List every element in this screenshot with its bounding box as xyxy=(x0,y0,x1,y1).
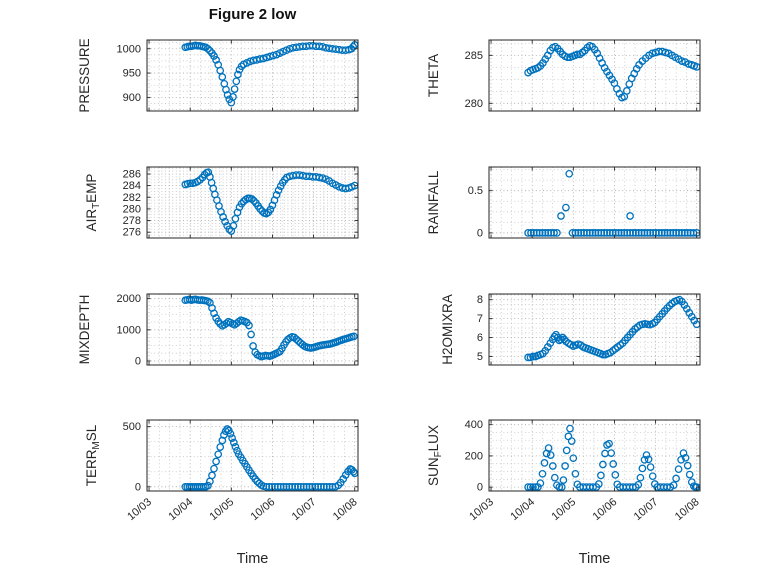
x-tick-label: 10/04 xyxy=(508,496,537,523)
subplot-svg: 10/03 10/04 10/05 10/06 10/07 10/08 0 500 TERRMS… xyxy=(84,419,360,523)
subplot-svg: 0 0.5 RAINFALL xyxy=(426,166,701,239)
y-tick-label: 500 xyxy=(123,421,141,433)
y-tick-label: 284 xyxy=(123,180,141,192)
subplot-pressure: 900 950 1000 PRESSURE xyxy=(57,28,362,123)
y-axis-label: H2OMIXRA xyxy=(440,294,455,365)
y-tick-label: 0 xyxy=(477,227,483,239)
y-tick-label: 0 xyxy=(135,355,141,367)
y-axis-label: PRESSURE xyxy=(77,38,92,112)
subplot-svg: 280 285 THETA xyxy=(426,39,701,112)
y-tick-label: 282 xyxy=(123,192,141,204)
subplot-h2omixra: 5 6 7 8 H2OMIXRA xyxy=(399,282,704,377)
x-tick-label: 10/04 xyxy=(166,496,195,523)
y-tick-label: 280 xyxy=(123,203,141,215)
y-tick-label: 200 xyxy=(465,450,483,462)
x-tick-label: 10/08 xyxy=(673,496,702,523)
xlabel-time-right: Time xyxy=(578,551,611,567)
subplot-theta: 280 285 THETA xyxy=(399,28,704,123)
subplot-air-temp: 276 278 280 282 284 286 AIRTEMP xyxy=(57,155,362,250)
xlabel-time-left: Time xyxy=(236,551,269,567)
y-axis-label: RAINFALL xyxy=(426,170,441,234)
x-tick-label: 10/08 xyxy=(331,496,360,523)
y-tick-label: 7 xyxy=(477,313,483,325)
y-tick-label: 0 xyxy=(477,482,483,494)
subplot-svg: 900 950 1000 PRESSURE xyxy=(77,38,359,113)
y-tick-label: 276 xyxy=(123,227,141,239)
y-axis-label: TERRMSL xyxy=(84,424,102,486)
y-tick-label: 950 xyxy=(123,68,141,80)
y-tick-label: 1000 xyxy=(117,43,141,55)
y-tick-label: 900 xyxy=(123,92,141,104)
y-tick-label: 5 xyxy=(477,351,483,363)
y-axis-label: THETA xyxy=(426,54,441,97)
subplot-svg: 0 1000 2000 MIXDEPTH xyxy=(77,293,359,367)
x-tick-label: 10/05 xyxy=(549,496,578,523)
subplot-terr-msl: 10/03 10/04 10/05 10/06 10/07 10/08 0 500 TERRMS… xyxy=(57,408,362,568)
x-tick-label: 10/07 xyxy=(290,496,319,523)
y-tick-label: 278 xyxy=(123,215,141,227)
y-tick-label: 1000 xyxy=(117,324,141,336)
y-tick-label: 286 xyxy=(123,168,141,180)
y-tick-label: 8 xyxy=(477,294,483,306)
x-tick-label: 10/06 xyxy=(591,496,620,523)
figure-title: Figure 2 low xyxy=(208,6,297,23)
y-tick-label: 0 xyxy=(135,481,141,493)
x-tick-label: 10/07 xyxy=(632,496,661,523)
subplot-svg: 5 6 7 8 H2OMIXRA xyxy=(440,293,701,366)
y-tick-label: 285 xyxy=(465,50,483,62)
subplot-svg: 10/03 10/04 10/05 10/06 10/07 10/08 0 200 400 SUN… xyxy=(426,419,702,523)
y-tick-label: 400 xyxy=(465,419,483,431)
y-tick-label: 0.5 xyxy=(468,185,483,197)
x-tick-label: 10/03 xyxy=(467,496,496,523)
x-tick-label: 10/06 xyxy=(249,496,278,523)
y-tick-label: 6 xyxy=(477,332,483,344)
y-axis-label: MIXDEPTH xyxy=(77,295,92,365)
y-axis-label: AIRTEMP xyxy=(84,174,102,232)
subplot-mixdepth: 0 1000 2000 MIXDEPTH xyxy=(57,282,362,377)
y-axis-label: SUNFLUX xyxy=(426,425,444,486)
x-tick-label: 10/03 xyxy=(125,496,154,523)
y-tick-label: 280 xyxy=(465,98,483,110)
subplot-sun-flux: 10/03 10/04 10/05 10/06 10/07 10/08 0 200 400 SUN… xyxy=(399,408,704,568)
x-tick-label: 10/05 xyxy=(207,496,236,523)
y-tick-label: 2000 xyxy=(117,293,141,305)
subplot-rainfall: 0 0.5 RAINFALL xyxy=(399,155,704,250)
